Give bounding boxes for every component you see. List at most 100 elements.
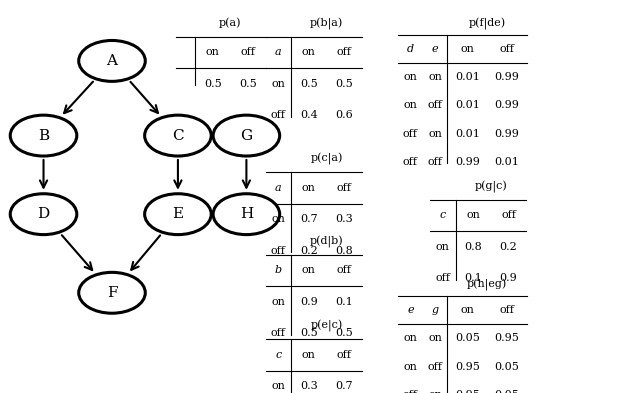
Text: p(a): p(a): [219, 18, 242, 28]
Text: E: E: [172, 207, 184, 221]
Text: e: e: [432, 44, 438, 54]
Text: on: on: [428, 72, 442, 82]
Text: A: A: [106, 54, 118, 68]
Text: off: off: [403, 129, 418, 139]
Text: 0.1: 0.1: [465, 273, 482, 283]
Text: p(h|eg): p(h|eg): [467, 279, 507, 291]
Text: off: off: [499, 44, 515, 54]
Text: on: on: [302, 350, 316, 360]
Text: a: a: [275, 47, 282, 57]
Text: p(c|a): p(c|a): [310, 153, 342, 165]
Text: 0.99: 0.99: [495, 129, 519, 139]
Text: 0.7: 0.7: [300, 214, 317, 224]
Text: b: b: [275, 265, 282, 275]
Text: 0.3: 0.3: [335, 214, 353, 224]
Text: on: on: [403, 333, 417, 343]
Text: 0.8: 0.8: [465, 242, 482, 252]
Text: 0.95: 0.95: [455, 362, 479, 372]
Text: off: off: [337, 265, 351, 275]
Text: 0.5: 0.5: [335, 328, 353, 338]
Text: 0.95: 0.95: [495, 333, 519, 343]
Text: 0.2: 0.2: [300, 246, 317, 256]
Text: on: on: [467, 210, 480, 220]
Text: c: c: [275, 350, 282, 360]
Text: D: D: [37, 207, 50, 221]
Circle shape: [10, 115, 77, 156]
Text: on: on: [428, 390, 442, 393]
Text: C: C: [172, 129, 184, 143]
Circle shape: [213, 115, 280, 156]
Text: g: g: [431, 305, 438, 315]
Text: p(b|a): p(b|a): [310, 18, 343, 30]
Text: 0.5: 0.5: [239, 79, 257, 89]
Text: 0.5: 0.5: [204, 79, 221, 89]
Text: off: off: [499, 305, 515, 315]
Text: 0.05: 0.05: [495, 390, 519, 393]
Text: 0.9: 0.9: [500, 273, 517, 283]
Text: off: off: [337, 350, 351, 360]
Text: 0.01: 0.01: [455, 72, 479, 82]
Text: 0.6: 0.6: [335, 110, 353, 120]
Text: on: on: [436, 242, 450, 252]
Text: on: on: [271, 214, 285, 224]
Text: c: c: [440, 210, 446, 220]
Text: on: on: [206, 47, 220, 57]
Text: 0.01: 0.01: [455, 100, 479, 110]
Text: 0.5: 0.5: [335, 79, 353, 89]
Text: 0.8: 0.8: [335, 246, 353, 256]
Text: 0.2: 0.2: [500, 242, 517, 252]
Text: off: off: [428, 157, 442, 167]
Text: a: a: [275, 183, 282, 193]
Circle shape: [10, 194, 77, 235]
Text: on: on: [302, 265, 316, 275]
Text: p(g|c): p(g|c): [474, 181, 508, 193]
Text: off: off: [403, 157, 418, 167]
Text: on: on: [428, 129, 442, 139]
Text: off: off: [271, 110, 286, 120]
Text: on: on: [403, 362, 417, 372]
Text: 0.99: 0.99: [455, 157, 479, 167]
Text: B: B: [38, 129, 49, 143]
Text: 0.5: 0.5: [300, 79, 317, 89]
Text: off: off: [403, 390, 418, 393]
Text: off: off: [337, 183, 351, 193]
Text: on: on: [271, 297, 285, 307]
Text: off: off: [241, 47, 255, 57]
Circle shape: [145, 115, 211, 156]
Text: on: on: [302, 183, 316, 193]
Text: off: off: [501, 210, 516, 220]
Circle shape: [79, 272, 145, 313]
Text: on: on: [460, 44, 474, 54]
Text: p(e|c): p(e|c): [310, 320, 342, 332]
Text: 0.95: 0.95: [455, 390, 479, 393]
Text: 0.1: 0.1: [335, 297, 353, 307]
Text: 0.05: 0.05: [455, 333, 479, 343]
Text: 0.99: 0.99: [495, 100, 519, 110]
Text: e: e: [407, 305, 413, 315]
Text: 0.99: 0.99: [495, 72, 519, 82]
Text: on: on: [460, 305, 474, 315]
Text: 0.4: 0.4: [300, 110, 317, 120]
Text: 0.01: 0.01: [455, 129, 479, 139]
Text: on: on: [403, 72, 417, 82]
Text: on: on: [428, 333, 442, 343]
Circle shape: [79, 40, 145, 81]
Text: 0.7: 0.7: [335, 381, 353, 391]
Text: on: on: [302, 47, 316, 57]
Text: 0.3: 0.3: [300, 381, 317, 391]
Circle shape: [213, 194, 280, 235]
Text: on: on: [271, 79, 285, 89]
Text: 0.01: 0.01: [495, 157, 519, 167]
Text: off: off: [271, 246, 286, 256]
Text: on: on: [403, 100, 417, 110]
Text: off: off: [271, 328, 286, 338]
Text: off: off: [428, 362, 442, 372]
Text: off: off: [337, 47, 351, 57]
Text: off: off: [428, 100, 442, 110]
Text: 0.5: 0.5: [300, 328, 317, 338]
Text: p(d|b): p(d|b): [310, 236, 343, 248]
Text: on: on: [271, 381, 285, 391]
Text: 0.9: 0.9: [300, 297, 317, 307]
Circle shape: [145, 194, 211, 235]
Text: H: H: [240, 207, 253, 221]
